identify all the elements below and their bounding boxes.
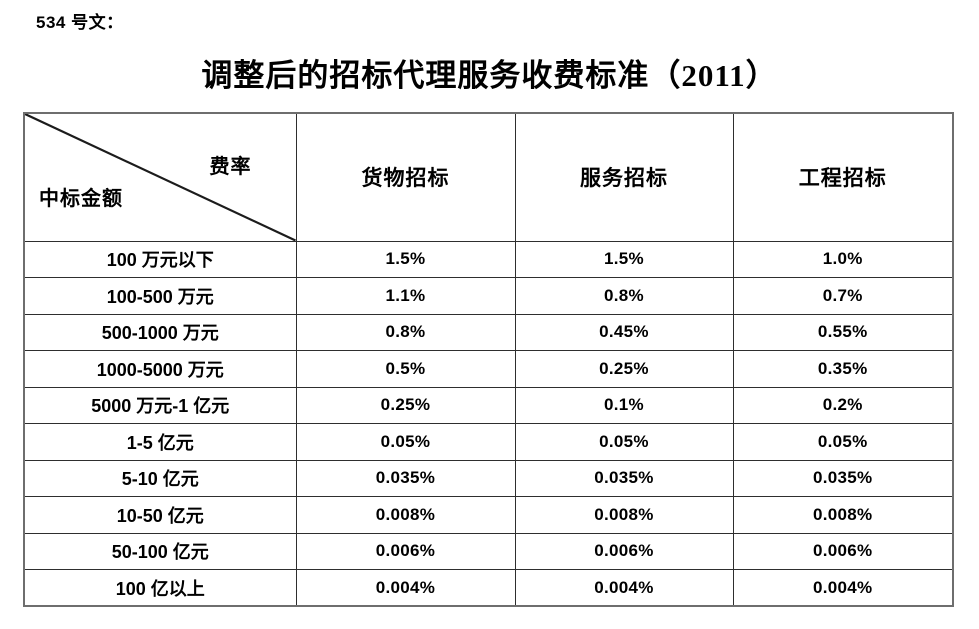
service-rate-cell: 0.004% <box>514 569 734 607</box>
engineering-rate-cell: 0.035% <box>732 459 954 497</box>
amount-range-cell: 500-1000 万元 <box>23 313 297 351</box>
table-row: 100 亿以上 0.004% 0.004% 0.004% <box>23 569 954 607</box>
engineering-rate-cell: 0.05% <box>732 423 954 461</box>
table-header-row: 费率 中标金额 货物招标 服务招标 工程招标 <box>23 112 954 242</box>
amount-range-cell: 100 万元以下 <box>23 240 297 278</box>
goods-rate-cell: 0.004% <box>295 569 516 607</box>
corner-label-amount: 中标金额 <box>39 187 123 210</box>
table-row: 5000 万元-1 亿元 0.25% 0.1% 0.2% <box>23 386 954 424</box>
goods-rate-cell: 0.006% <box>295 532 516 570</box>
table-row: 1-5 亿元 0.05% 0.05% 0.05% <box>23 423 954 461</box>
engineering-rate-cell: 1.0% <box>732 240 954 278</box>
goods-rate-cell: 0.035% <box>295 459 516 497</box>
engineering-rate-cell: 0.2% <box>732 386 954 424</box>
goods-rate-cell: 0.05% <box>295 423 516 461</box>
goods-rate-cell: 1.1% <box>295 277 516 315</box>
table-row: 500-1000 万元 0.8% 0.45% 0.55% <box>23 313 954 351</box>
amount-range-cell: 1000-5000 万元 <box>23 350 297 388</box>
diagonal-divider-line <box>25 114 296 241</box>
engineering-rate-cell: 0.55% <box>732 313 954 351</box>
goods-rate-cell: 0.8% <box>295 313 516 351</box>
amount-range-cell: 5000 万元-1 亿元 <box>23 386 297 424</box>
goods-rate-cell: 0.5% <box>295 350 516 388</box>
column-header-service-bidding: 服务招标 <box>514 112 734 242</box>
engineering-rate-cell: 0.008% <box>732 496 954 534</box>
service-rate-cell: 0.008% <box>514 496 734 534</box>
amount-range-cell: 100 亿以上 <box>23 569 297 607</box>
service-rate-cell: 0.1% <box>514 386 734 424</box>
page-title: 调整后的招标代理服务收费标准（2011） <box>201 58 778 93</box>
service-rate-cell: 0.006% <box>514 532 734 570</box>
table-row: 1000-5000 万元 0.5% 0.25% 0.35% <box>23 350 954 388</box>
table-row: 5-10 亿元 0.035% 0.035% 0.035% <box>23 459 954 497</box>
engineering-rate-cell: 0.35% <box>732 350 954 388</box>
table-row: 50-100 亿元 0.006% 0.006% 0.006% <box>23 532 954 570</box>
corner-label-rate: 费率 <box>209 156 252 178</box>
corner-header-cell: 费率 中标金额 <box>23 112 297 242</box>
service-rate-cell: 0.035% <box>514 459 734 497</box>
fee-rate-table: 费率 中标金额 货物招标 服务招标 工程招标 100 万元以下 1.5% 1.5… <box>23 112 954 607</box>
service-rate-cell: 0.8% <box>514 277 734 315</box>
amount-range-cell: 100-500 万元 <box>23 277 297 315</box>
goods-rate-cell: 1.5% <box>295 240 516 278</box>
goods-rate-cell: 0.25% <box>295 386 516 424</box>
engineering-rate-cell: 0.004% <box>732 569 954 607</box>
amount-range-cell: 50-100 亿元 <box>23 532 297 570</box>
service-rate-cell: 0.25% <box>514 350 734 388</box>
column-header-goods-bidding: 货物招标 <box>295 112 516 242</box>
table-row: 100-500 万元 1.1% 0.8% 0.7% <box>23 277 954 315</box>
service-rate-cell: 0.05% <box>514 423 734 461</box>
amount-range-cell: 10-50 亿元 <box>23 496 297 534</box>
table-row: 10-50 亿元 0.008% 0.008% 0.008% <box>23 496 954 534</box>
goods-rate-cell: 0.008% <box>295 496 516 534</box>
engineering-rate-cell: 0.006% <box>732 532 954 570</box>
column-header-engineering-bidding: 工程招标 <box>732 112 954 242</box>
service-rate-cell: 1.5% <box>514 240 734 278</box>
engineering-rate-cell: 0.7% <box>732 277 954 315</box>
table-row: 100 万元以下 1.5% 1.5% 1.0% <box>23 240 954 278</box>
amount-range-cell: 1-5 亿元 <box>23 423 297 461</box>
doc-number-label: 534 号文： <box>36 13 124 32</box>
service-rate-cell: 0.45% <box>514 313 734 351</box>
amount-range-cell: 5-10 亿元 <box>23 459 297 497</box>
